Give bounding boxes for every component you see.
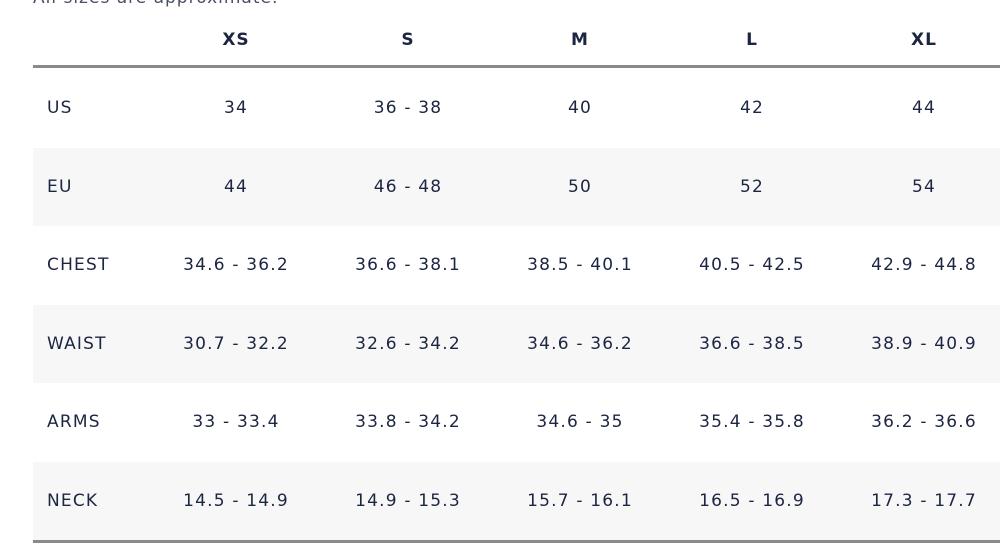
- size-value: 33.8 - 34.2: [355, 412, 461, 432]
- size-value: 16.5 - 16.9: [699, 490, 805, 511]
- row-label: ARMS: [47, 412, 101, 432]
- size-value: 44: [223, 176, 249, 197]
- size-value: 44: [911, 98, 937, 118]
- size-value: 36 - 38: [373, 98, 443, 118]
- column-header: L: [746, 30, 758, 50]
- table-row: NECK 14.5 - 14.9 14.9 - 15.3 15.7 - 16.1 16.…: [33, 461, 1000, 540]
- size-value: 30.7 - 32.2: [183, 333, 289, 354]
- size-value: 38.5 - 40.1: [527, 255, 633, 275]
- row-label: CHEST: [47, 255, 110, 275]
- size-value: 34.6 - 35: [536, 412, 624, 432]
- header-rule: [33, 65, 1000, 68]
- row-label: EU: [47, 176, 73, 197]
- size-value: 46 - 48: [373, 176, 443, 197]
- row-label: WAIST: [47, 333, 107, 354]
- size-value: 40.5 - 42.5: [699, 255, 805, 275]
- size-value: 34: [223, 98, 249, 118]
- size-value: 14.9 - 15.3: [355, 490, 461, 511]
- column-header: S: [401, 30, 415, 50]
- table-row: CHEST 34.6 - 36.2 36.6 - 38.1 38.5 - 40.1 40…: [33, 226, 1000, 304]
- size-value: 17.3 - 17.7: [871, 490, 977, 511]
- size-value: 42.9 - 44.8: [871, 255, 977, 275]
- size-value: 38.9 - 40.9: [871, 333, 977, 354]
- row-label: US: [47, 98, 73, 118]
- row-label: NECK: [47, 490, 99, 511]
- size-value: 33 - 33.4: [192, 412, 280, 432]
- size-value: 14.5 - 14.9: [183, 490, 289, 511]
- size-value: 35.4 - 35.8: [699, 412, 805, 432]
- table-row: US 34 36 - 38 40 42 44: [33, 69, 1000, 147]
- table-row: ARMS 33 - 33.4 33.8 - 34.2 34.6 - 35 35.4 - …: [33, 383, 1000, 461]
- size-value: 32.6 - 34.2: [355, 333, 461, 354]
- size-value: 34.6 - 36.2: [527, 333, 633, 354]
- column-header: M: [571, 30, 589, 50]
- size-note: All sizes are approximate.: [33, 0, 278, 8]
- column-header: XL: [911, 30, 937, 50]
- size-value: 36.2 - 36.6: [871, 412, 977, 432]
- size-value: 40: [567, 98, 593, 118]
- size-value: 36.6 - 38.5: [699, 333, 805, 354]
- size-value: 42: [739, 98, 765, 118]
- size-value: 54: [911, 176, 937, 197]
- size-value: 15.7 - 16.1: [527, 490, 633, 511]
- table-row: EU 44 46 - 48 50 52 54: [33, 147, 1000, 226]
- size-value: 36.6 - 38.1: [355, 255, 461, 275]
- size-value: 52: [739, 176, 765, 197]
- bottom-rule: [33, 540, 1000, 543]
- column-header: XS: [222, 30, 250, 50]
- table-row: WAIST 30.7 - 32.2 32.6 - 34.2 34.6 - 36.2 36…: [33, 304, 1000, 383]
- size-value: 50: [567, 176, 593, 197]
- size-value: 34.6 - 36.2: [183, 255, 289, 275]
